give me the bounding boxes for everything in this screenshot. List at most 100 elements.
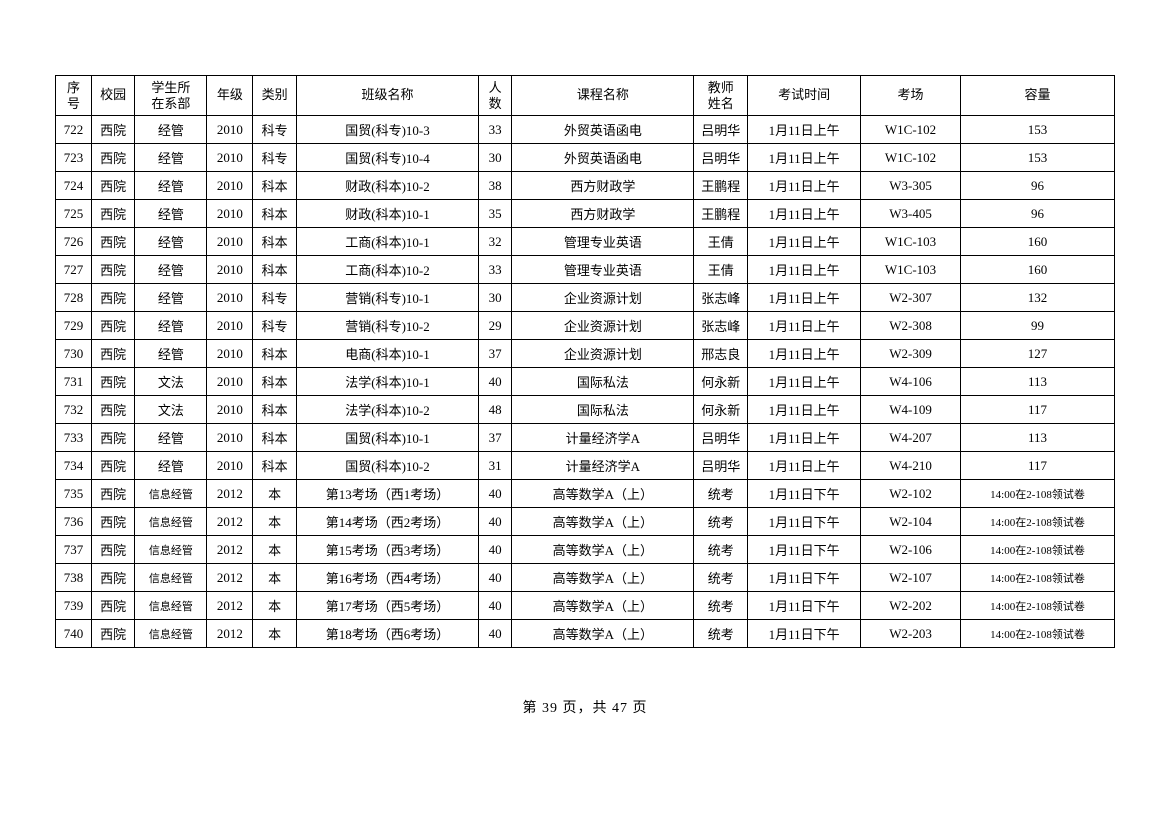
cell-dept: 信息经管	[135, 508, 207, 536]
cell-dept: 经管	[135, 200, 207, 228]
cell-course: 高等数学A（上）	[512, 592, 694, 620]
cell-className: 国贸(科专)10-4	[296, 144, 478, 172]
cell-type: 科本	[253, 256, 297, 284]
cell-course: 计量经济学A	[512, 424, 694, 452]
cell-room: W3-405	[861, 200, 961, 228]
cell-time: 1月11日上午	[748, 172, 861, 200]
cell-count: 48	[479, 396, 512, 424]
cell-campus: 西院	[91, 480, 135, 508]
cell-capacity: 153	[961, 144, 1115, 172]
cell-seq: 740	[56, 620, 92, 648]
cell-className: 营销(科专)10-2	[296, 312, 478, 340]
cell-className: 工商(科本)10-2	[296, 256, 478, 284]
cell-teacher: 吕明华	[694, 144, 748, 172]
page-footer: 第 39 页，共 47 页	[0, 697, 1170, 717]
cell-teacher: 王倩	[694, 256, 748, 284]
cell-capacity: 14:00在2-108领试卷	[961, 480, 1115, 508]
cell-seq: 737	[56, 536, 92, 564]
cell-year: 2010	[207, 200, 253, 228]
cell-year: 2010	[207, 228, 253, 256]
cell-campus: 西院	[91, 116, 135, 144]
cell-dept: 经管	[135, 228, 207, 256]
header-room: 考场	[861, 76, 961, 116]
table-row: 737西院信息经管2012本第15考场（西3考场）40高等数学A（上）统考1月1…	[56, 536, 1115, 564]
table-row: 724西院经管2010科本财政(科本)10-238西方财政学王鹏程1月11日上午…	[56, 172, 1115, 200]
cell-count: 37	[479, 340, 512, 368]
cell-room: W2-107	[861, 564, 961, 592]
cell-capacity: 14:00在2-108领试卷	[961, 508, 1115, 536]
cell-seq: 731	[56, 368, 92, 396]
cell-seq: 739	[56, 592, 92, 620]
cell-time: 1月11日上午	[748, 116, 861, 144]
cell-year: 2010	[207, 368, 253, 396]
cell-dept: 信息经管	[135, 592, 207, 620]
cell-dept: 经管	[135, 340, 207, 368]
cell-dept: 经管	[135, 452, 207, 480]
cell-seq: 726	[56, 228, 92, 256]
cell-dept: 经管	[135, 172, 207, 200]
cell-className: 第16考场（西4考场）	[296, 564, 478, 592]
cell-course: 高等数学A（上）	[512, 508, 694, 536]
cell-time: 1月11日下午	[748, 480, 861, 508]
cell-capacity: 14:00在2-108领试卷	[961, 536, 1115, 564]
cell-campus: 西院	[91, 340, 135, 368]
cell-year: 2010	[207, 172, 253, 200]
cell-dept: 信息经管	[135, 536, 207, 564]
cell-capacity: 96	[961, 200, 1115, 228]
cell-seq: 732	[56, 396, 92, 424]
cell-seq: 723	[56, 144, 92, 172]
cell-year: 2012	[207, 620, 253, 648]
cell-teacher: 邢志良	[694, 340, 748, 368]
cell-course: 计量经济学A	[512, 452, 694, 480]
cell-dept: 经管	[135, 116, 207, 144]
cell-count: 40	[479, 564, 512, 592]
cell-course: 西方财政学	[512, 200, 694, 228]
cell-year: 2010	[207, 396, 253, 424]
cell-dept: 经管	[135, 424, 207, 452]
cell-capacity: 160	[961, 256, 1115, 284]
cell-room: W1C-102	[861, 116, 961, 144]
cell-capacity: 14:00在2-108领试卷	[961, 620, 1115, 648]
exam-schedule-table: 序号 校园 学生所在系部 年级 类别 班级名称 人数 课程名称 教师姓名 考试时…	[55, 75, 1115, 648]
cell-time: 1月11日下午	[748, 508, 861, 536]
header-capacity: 容量	[961, 76, 1115, 116]
cell-count: 31	[479, 452, 512, 480]
cell-className: 营销(科专)10-1	[296, 284, 478, 312]
cell-course: 企业资源计划	[512, 312, 694, 340]
table-row: 734西院经管2010科本国贸(科本)10-231计量经济学A吕明华1月11日上…	[56, 452, 1115, 480]
cell-year: 2010	[207, 340, 253, 368]
table-row: 736西院信息经管2012本第14考场（西2考场）40高等数学A（上）统考1月1…	[56, 508, 1115, 536]
header-campus: 校园	[91, 76, 135, 116]
cell-teacher: 张志峰	[694, 312, 748, 340]
cell-dept: 信息经管	[135, 480, 207, 508]
header-seq: 序号	[56, 76, 92, 116]
cell-count: 30	[479, 284, 512, 312]
cell-seq: 735	[56, 480, 92, 508]
table-row: 731西院文法2010科本法学(科本)10-140国际私法何永新1月11日上午W…	[56, 368, 1115, 396]
cell-time: 1月11日上午	[748, 284, 861, 312]
cell-campus: 西院	[91, 592, 135, 620]
cell-type: 本	[253, 592, 297, 620]
table-row: 726西院经管2010科本工商(科本)10-132管理专业英语王倩1月11日上午…	[56, 228, 1115, 256]
cell-year: 2010	[207, 144, 253, 172]
cell-capacity: 113	[961, 424, 1115, 452]
cell-course: 管理专业英语	[512, 256, 694, 284]
header-teacher: 教师姓名	[694, 76, 748, 116]
cell-course: 管理专业英语	[512, 228, 694, 256]
cell-time: 1月11日上午	[748, 312, 861, 340]
cell-room: W2-106	[861, 536, 961, 564]
cell-course: 高等数学A（上）	[512, 620, 694, 648]
cell-seq: 736	[56, 508, 92, 536]
cell-year: 2012	[207, 564, 253, 592]
cell-count: 33	[479, 256, 512, 284]
cell-seq: 728	[56, 284, 92, 312]
header-time: 考试时间	[748, 76, 861, 116]
cell-year: 2010	[207, 256, 253, 284]
cell-className: 财政(科本)10-1	[296, 200, 478, 228]
cell-teacher: 统考	[694, 592, 748, 620]
cell-year: 2010	[207, 284, 253, 312]
cell-type: 本	[253, 620, 297, 648]
header-count: 人数	[479, 76, 512, 116]
cell-type: 科本	[253, 200, 297, 228]
cell-count: 40	[479, 368, 512, 396]
